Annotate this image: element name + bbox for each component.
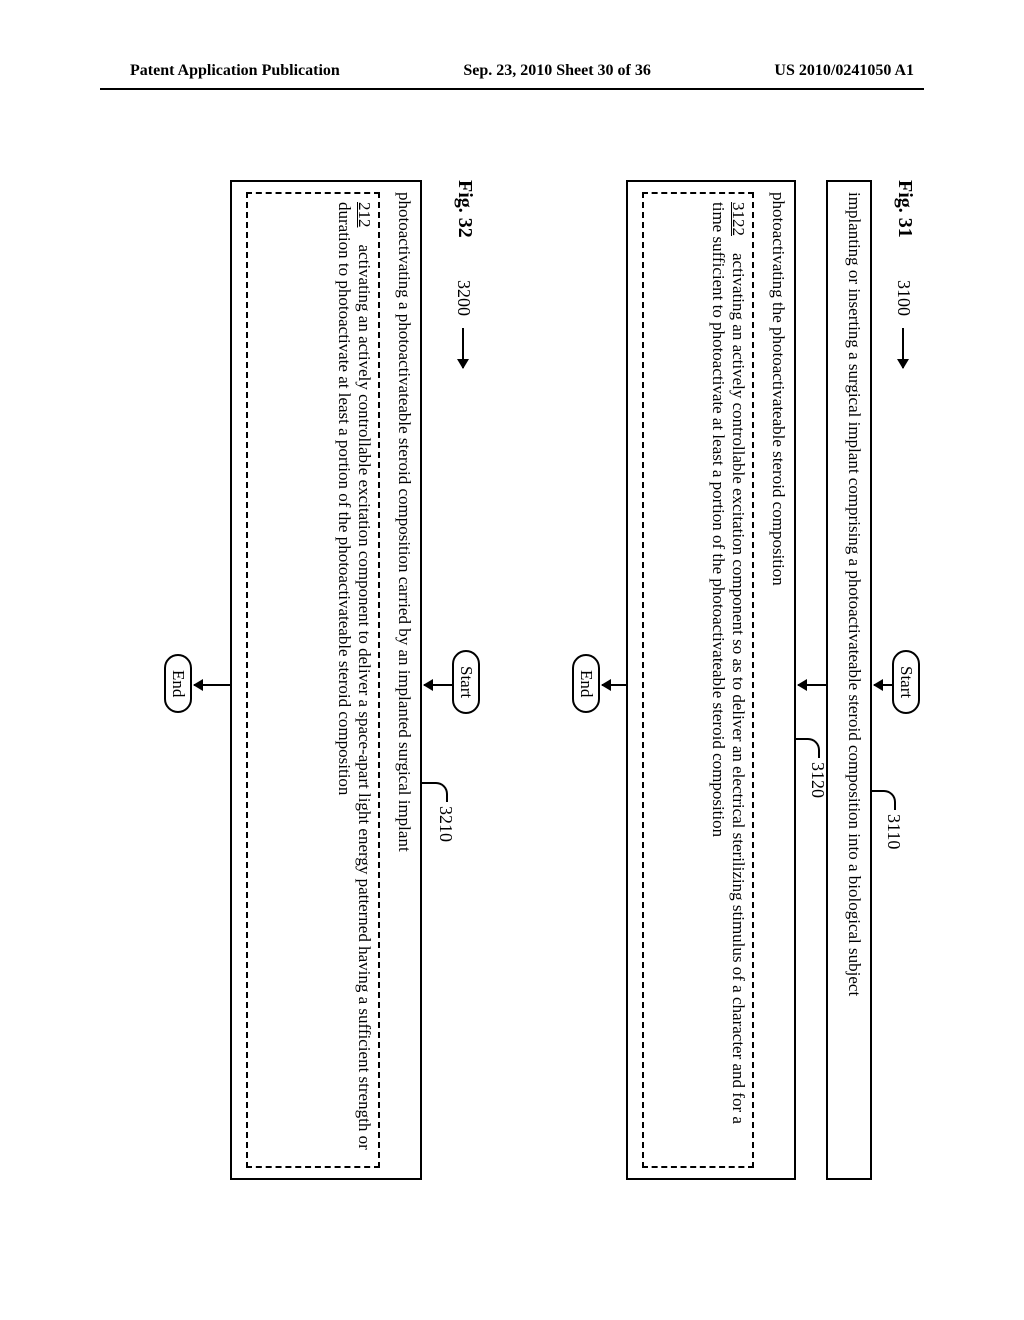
fig31-box-3120-intro: photoactivating the photoactivateable st… bbox=[768, 192, 788, 1168]
fig32-end: End bbox=[164, 654, 192, 713]
fig31-callout-3120: 3120 bbox=[807, 762, 828, 798]
header-right: US 2010/0241050 A1 bbox=[774, 62, 914, 80]
fig32-box-212-text: activating an actively controllable exci… bbox=[335, 202, 374, 1150]
patent-header: Patent Application Publication Sep. 23, … bbox=[0, 62, 1024, 80]
fig32-flownum-arrow bbox=[462, 328, 464, 368]
fig32-start: Start bbox=[452, 650, 480, 714]
fig31-box-3122: 3122 activating an actively controllable… bbox=[642, 192, 754, 1168]
fig32-box-3210: photoactivating a photoactivateable ster… bbox=[230, 180, 422, 1180]
fig31-box-3120: photoactivating the photoactivateable st… bbox=[626, 180, 796, 1180]
fig31-flow-num: 3100 bbox=[893, 280, 914, 316]
fig32-box-212: 212 activating an actively controllable … bbox=[246, 192, 380, 1168]
fig32-flow-num: 3200 bbox=[453, 280, 474, 316]
fig31-arrow-1-2 bbox=[798, 684, 826, 686]
fig31-box-3122-text: activating an actively controllable exci… bbox=[709, 202, 748, 1124]
header-center: Sep. 23, 2010 Sheet 30 of 36 bbox=[463, 62, 651, 80]
fig32-box-3210-intro: photoactivating a photoactivateable ster… bbox=[394, 192, 414, 1168]
drawing-rotated: Fig. 31 3100 Start implanting or inserti… bbox=[100, 150, 924, 1220]
fig31-box-3110: implanting or inserting a surgical impla… bbox=[826, 180, 872, 1180]
fig31-start: Start bbox=[892, 650, 920, 714]
fig32-ref-212: 212 bbox=[355, 202, 374, 228]
header-left: Patent Application Publication bbox=[130, 62, 340, 80]
header-rule bbox=[100, 88, 924, 90]
fig32-arrow-end bbox=[194, 684, 230, 686]
fig31-label: Fig. 31 bbox=[893, 180, 916, 238]
fig31-ref-3122: 3122 bbox=[729, 202, 748, 236]
fig31-flownum-arrow bbox=[902, 328, 904, 368]
fig32-label: Fig. 32 bbox=[453, 180, 476, 238]
fig31-end: End bbox=[572, 654, 600, 713]
drawing-area: Fig. 31 3100 Start implanting or inserti… bbox=[100, 150, 924, 1220]
fig32-callout-3210: 3210 bbox=[435, 806, 456, 842]
fig31-callout-3120-line bbox=[796, 738, 820, 758]
fig31-callout-3110: 3110 bbox=[883, 814, 904, 849]
fig31-arrow-start bbox=[874, 684, 892, 686]
fig32-callout-3210-line bbox=[422, 782, 448, 802]
fig31-box-3110-text: implanting or inserting a surgical impla… bbox=[845, 192, 864, 996]
fig31-callout-3110-line bbox=[872, 790, 896, 810]
fig31-arrow-end bbox=[602, 684, 626, 686]
fig32-arrow-start bbox=[424, 684, 452, 686]
